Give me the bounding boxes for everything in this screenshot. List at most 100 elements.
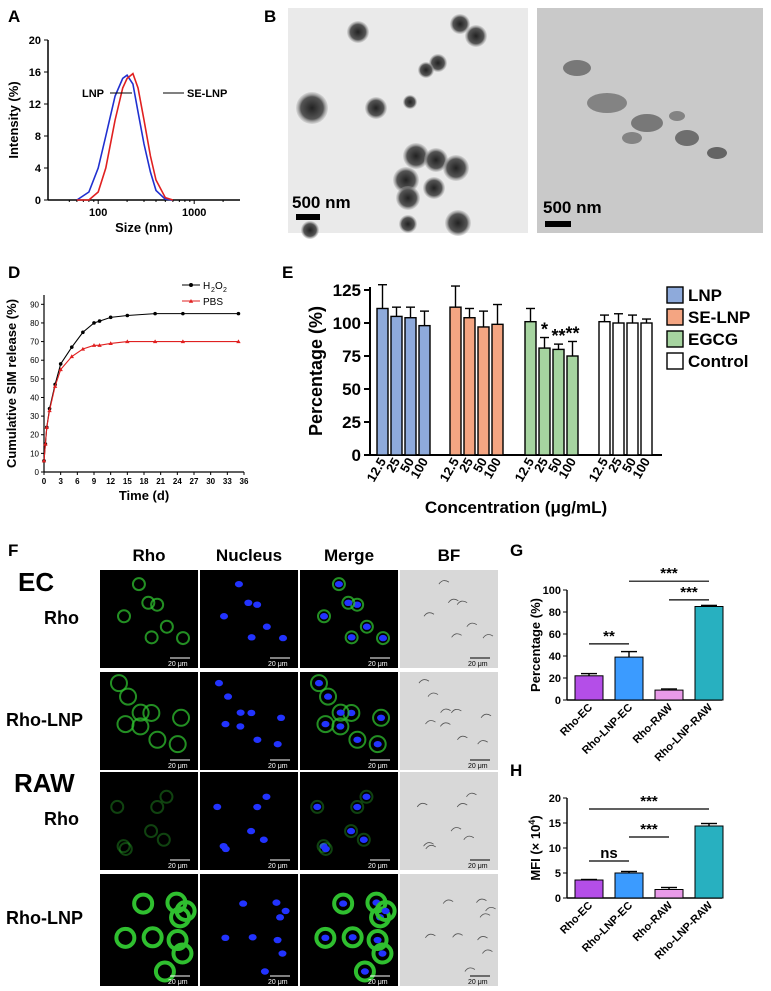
x-tick-label-e: 100 [629, 455, 653, 481]
cell-fluorescence [131, 577, 146, 592]
y-tick-label-a: 8 [35, 131, 41, 143]
y-axis-label-e: Percentage (%) [306, 306, 326, 436]
scale-bar-label: 20 μm [268, 863, 288, 870]
scale-bar-label: 20 μm [468, 661, 488, 668]
nucleus-blob [244, 599, 253, 607]
nucleus-blob [353, 803, 362, 811]
series-line-lnp [76, 74, 173, 201]
x-tick-label-g: Rho-LNP-EC [580, 702, 635, 757]
cell-fluorescence [310, 799, 325, 814]
cell-fluorescence [331, 577, 346, 592]
nucleus-blob [221, 845, 230, 853]
y-tick-label-d: 60 [30, 356, 39, 365]
cell-fluorescence [114, 926, 137, 949]
bar-h-1 [614, 872, 644, 899]
bf-edge [425, 844, 437, 850]
cell-fluorescence [317, 609, 332, 624]
x-tick-label-h: Rho-LNP-RAW [653, 899, 716, 962]
row-label-raw-rho-lnp: Rho-LNP [6, 908, 83, 928]
nucleus-blob [236, 723, 245, 730]
bar-g-2 [654, 689, 684, 701]
cell-fluorescence [109, 674, 128, 693]
bf-edge [416, 802, 428, 808]
scale-bar-label: 20 μm [468, 763, 488, 770]
significance-label-g: ** [603, 628, 615, 645]
y-tick-label-g: 20 [549, 673, 561, 685]
x-tick-label-h: Rho-RAW [631, 899, 676, 944]
bf-edge [425, 720, 436, 725]
y-axis-label-g: Percentage (%) [528, 598, 543, 692]
bar-g-3 [694, 606, 724, 701]
y-tick-label-d: 40 [30, 393, 39, 402]
x-tick-label-d: 15 [123, 477, 132, 486]
nucleus-blob [273, 936, 282, 944]
cell-fluorescence [366, 929, 389, 952]
x-tick-label-g: Rho-EC [558, 702, 595, 739]
legend-swatch-2 [666, 330, 684, 348]
micro-cells: 20 μm [309, 674, 391, 770]
cell-fluorescence [341, 926, 364, 949]
legend-h2o2-sub2: 2 [223, 287, 227, 294]
y-tick-label-h: 0 [555, 893, 561, 905]
bar-egcg [524, 320, 537, 456]
data-point-pbs [108, 341, 113, 346]
cell-fluorescence [141, 926, 164, 949]
micro-cells: 20 μm [310, 789, 390, 870]
bf-edge [476, 898, 487, 903]
x-axis-label-a: Size (nm) [115, 220, 173, 235]
y-tick-label-e: 75 [342, 347, 361, 366]
y-tick-label-d: 50 [30, 375, 39, 384]
bar-se-lnp [449, 306, 462, 456]
x-tick-label-a: 100 [89, 207, 107, 219]
x-tick-label-d: 33 [223, 477, 232, 486]
bf-edge [466, 622, 478, 627]
data-point-pbs [43, 441, 48, 446]
nucleus-blob [324, 693, 333, 700]
nucleus-blob [373, 936, 382, 944]
x-tick-label-d: 36 [240, 477, 249, 486]
data-point-h2o2 [53, 382, 57, 387]
cell-fluorescence [350, 800, 365, 815]
y-tick-label-a: 4 [35, 163, 42, 175]
data-point-pbs [58, 367, 63, 372]
x-tick-label-h: Rho-LNP-EC [580, 900, 635, 955]
micro-cells: 20 μm [423, 580, 494, 668]
nucleus-blob [339, 900, 348, 907]
scale-bar-label: 20 μm [168, 979, 188, 986]
y-axis-label-h: MFI (× 104) [527, 815, 543, 880]
data-point-h2o2 [43, 442, 48, 446]
data-point-h2o2 [47, 406, 52, 411]
y-tick-label-g: 100 [543, 585, 561, 597]
nucleus-blob [321, 845, 330, 853]
panel-label-a: A [8, 7, 20, 26]
cell-fluorescence [150, 597, 165, 612]
nucleus-blob [377, 714, 386, 722]
cell-fluorescence [166, 929, 189, 952]
cell-fluorescence [371, 942, 394, 965]
micro-cells: 20 μm [220, 580, 290, 668]
nucleus-blob [253, 803, 262, 811]
cell-fluorescence [116, 839, 131, 854]
nucleus-blob [334, 580, 343, 588]
nucleus-blob [321, 934, 330, 942]
nucleus-blob [247, 634, 256, 641]
nucleus-blob [259, 836, 268, 843]
bf-edge [440, 722, 451, 727]
bf-edge [482, 634, 494, 639]
nucleus-blob [220, 613, 229, 620]
cell-fluorescence [331, 703, 350, 722]
cell-fluorescence [150, 800, 165, 815]
y-tick-label-d: 70 [30, 338, 39, 347]
data-point-h2o2 [44, 425, 49, 430]
nucleus-blob [221, 934, 230, 942]
bf-edge [463, 835, 475, 840]
x-tick-label-e: 12.5 [585, 455, 611, 484]
micro-image-r3-c1: 20 μm [200, 874, 298, 986]
nucleus-blob [213, 803, 222, 811]
bar-control [626, 322, 639, 456]
cell-fluorescence [141, 595, 156, 610]
cell-fluorescence [376, 631, 391, 646]
row-label-ec-rho-lnp: Rho-LNP [6, 710, 83, 730]
micro-cells: 20 μm [109, 674, 191, 770]
cell-fluorescence [309, 674, 328, 693]
